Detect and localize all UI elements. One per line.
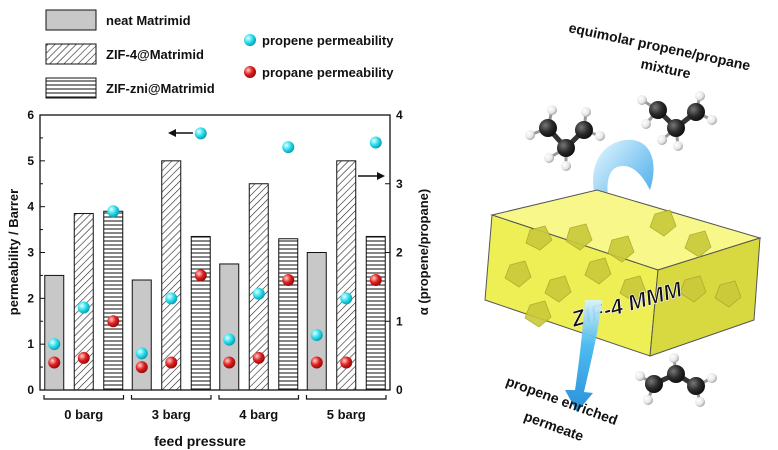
y-tick-label: 2 xyxy=(27,291,34,305)
category-labels: 0 barg 3 barg 4 barg 5 barg xyxy=(64,407,366,422)
y2-tick-label: 0 xyxy=(396,383,403,397)
legend-label-propane: propane permeability xyxy=(262,65,394,80)
point xyxy=(310,356,323,369)
legend-swatch-zni xyxy=(45,77,97,99)
x-axis-label: feed pressure xyxy=(154,433,246,449)
y-tick-label: 0 xyxy=(27,383,34,397)
x-category-label: 5 barg xyxy=(327,407,366,422)
category-bracket xyxy=(43,395,125,400)
points-layer xyxy=(48,127,382,374)
point xyxy=(252,287,265,300)
left-axis: 0 1 2 3 4 5 6 xyxy=(27,108,45,397)
molecule-propane xyxy=(637,91,717,151)
point xyxy=(107,205,120,218)
y2-tick-label: 2 xyxy=(396,246,403,260)
legend-label-zni: ZIF-zni@Matrimid xyxy=(106,81,215,96)
legend-marker-propane xyxy=(244,66,256,78)
category-bracket xyxy=(130,395,212,400)
bottom-caption: propene enriched permeate xyxy=(504,373,620,444)
x-category-label: 3 barg xyxy=(152,407,191,422)
point xyxy=(223,356,236,369)
y2-tick-label: 1 xyxy=(396,314,403,328)
bar xyxy=(219,263,240,391)
y-tick-label: 1 xyxy=(27,337,34,351)
point xyxy=(77,301,90,314)
point xyxy=(340,356,353,369)
separation-illustration: equimolar propene/propane mixture xyxy=(484,19,762,444)
point xyxy=(369,136,382,149)
legend-swatch-zif4 xyxy=(45,43,97,65)
point xyxy=(165,356,178,369)
point xyxy=(194,127,207,140)
bar xyxy=(161,160,182,391)
legend-label-propene: propene permeability xyxy=(262,33,394,48)
point xyxy=(194,269,207,282)
bar xyxy=(131,279,152,391)
point xyxy=(165,292,178,305)
point xyxy=(340,292,353,305)
y-tick-label: 4 xyxy=(27,200,34,214)
legend-swatch-neat xyxy=(45,9,97,31)
y2-axis-label: α (propene/propane) xyxy=(416,189,431,315)
legend: neat Matrimid ZIF-4@Matrimid ZIF-zni@Mat… xyxy=(45,9,394,99)
x-category-label: 0 barg xyxy=(64,407,103,422)
point xyxy=(48,356,61,369)
point xyxy=(77,351,90,364)
bar xyxy=(103,210,124,391)
point xyxy=(223,333,236,346)
point xyxy=(135,361,148,374)
y-tick-label: 6 xyxy=(27,108,34,122)
top-caption: equimolar propene/propane mixture xyxy=(567,19,752,81)
category-bracket xyxy=(218,395,300,400)
legend-label-neat: neat Matrimid xyxy=(106,13,191,28)
y-tick-label: 3 xyxy=(27,246,34,260)
point xyxy=(135,347,148,360)
bar xyxy=(336,160,357,391)
category-brackets xyxy=(43,395,387,400)
legend-label-zif4: ZIF-4@Matrimid xyxy=(106,47,204,62)
point xyxy=(282,141,295,154)
category-bracket xyxy=(305,395,387,400)
y2-tick-label: 3 xyxy=(396,177,403,191)
point xyxy=(252,351,265,364)
bar-chart: 0 1 2 3 4 5 6 0 1 2 3 4 0 barg 3 barg 4 barg 5 barg p… xyxy=(6,9,431,449)
y-tick-label: 5 xyxy=(27,154,34,168)
molecule-propene-permeate xyxy=(635,353,717,407)
point xyxy=(282,274,295,286)
point xyxy=(369,274,382,286)
bar xyxy=(278,238,299,391)
bars-layer xyxy=(44,160,386,391)
legend-marker-propene xyxy=(244,34,256,46)
right-axis-arrow xyxy=(358,172,385,180)
flow-arrow-top xyxy=(593,139,654,215)
point xyxy=(48,338,61,351)
flow-arrow-bottom xyxy=(565,300,602,412)
bar xyxy=(248,183,269,391)
x-category-label: 4 barg xyxy=(239,407,278,422)
bar xyxy=(365,235,386,391)
bar xyxy=(306,252,327,391)
bar xyxy=(44,274,65,391)
membrane: ZIF-4 MMM xyxy=(484,189,762,357)
molecule-propene xyxy=(525,105,605,171)
right-axis: 0 1 2 3 4 xyxy=(385,108,403,397)
point xyxy=(107,315,120,328)
left-axis-arrow xyxy=(168,129,193,137)
y2-tick-label: 4 xyxy=(396,108,403,122)
y-axis-label: permeability / Barrer xyxy=(6,189,21,315)
point xyxy=(310,329,323,341)
bar xyxy=(190,235,211,391)
